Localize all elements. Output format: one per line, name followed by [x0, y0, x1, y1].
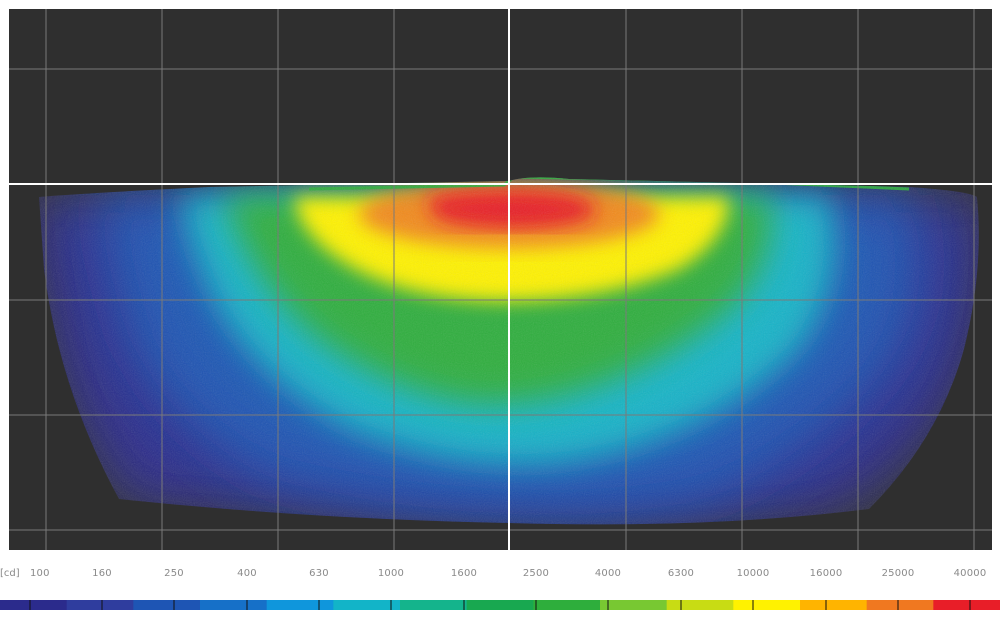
scale-tick-label: 25000	[881, 568, 915, 579]
scale-tick-label: 6300	[667, 568, 695, 579]
color-scale-segment	[333, 600, 401, 610]
sensor-noise	[39, 177, 979, 525]
color-scale-segment	[666, 600, 734, 610]
scale-tick-label: 400	[237, 568, 257, 579]
color-scale-segment	[933, 600, 1000, 610]
crosshair	[9, 9, 992, 550]
color-scale-segment	[266, 600, 334, 610]
color-scale-segment	[466, 600, 534, 610]
unit-label: [cd]	[0, 568, 20, 579]
color-scale-segment	[400, 600, 468, 610]
grid-lines	[9, 9, 992, 550]
heatmap-canvas	[9, 9, 992, 550]
scale-tick-label: 100	[30, 568, 50, 579]
scale-tick-label: 16000	[809, 568, 843, 579]
luminous-intensity-heatmap	[9, 9, 992, 550]
scale-tick-label: 630	[309, 568, 329, 579]
scale-tick-label: 40000	[953, 568, 987, 579]
color-scale-segment	[66, 600, 134, 610]
scale-tick-label: 2500	[522, 568, 550, 579]
scale-tick-label: 1000	[377, 568, 405, 579]
color-scale-segment	[600, 600, 668, 610]
color-scale-segment	[133, 600, 201, 610]
scale-tick-label: 10000	[736, 568, 770, 579]
color-scale-segment	[733, 600, 801, 610]
color-scale-labels: [cd] 100 160 250 400 630 1000 1600 2500 4000 6300…	[0, 568, 1000, 588]
scale-tick-label: 250	[164, 568, 184, 579]
color-scale-segment	[800, 600, 868, 610]
color-scale-segment	[200, 600, 268, 610]
color-scale-segment	[0, 600, 68, 610]
scale-tick-label: 160	[92, 568, 112, 579]
color-scale-bar	[0, 600, 1000, 610]
scale-tick-label: 1600	[450, 568, 478, 579]
color-scale-segment	[533, 600, 601, 610]
color-scale-segment	[866, 600, 934, 610]
scale-tick-label: 4000	[594, 568, 622, 579]
